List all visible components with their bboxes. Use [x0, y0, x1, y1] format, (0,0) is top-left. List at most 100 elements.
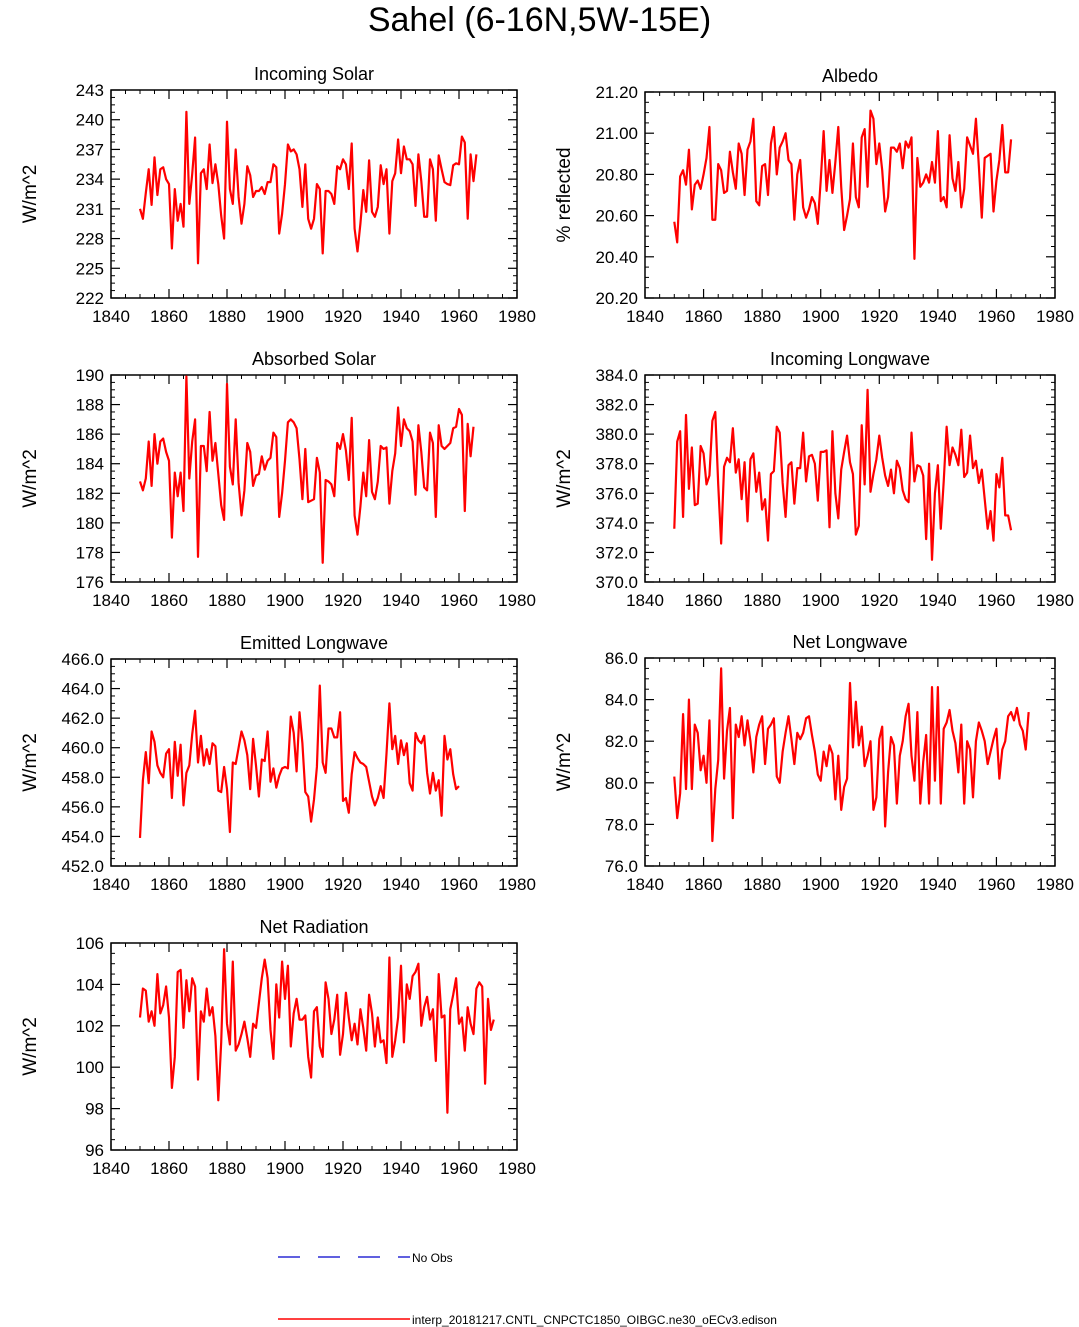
panel-title: Albedo — [822, 66, 878, 86]
y-tick-label: 384.0 — [595, 366, 638, 385]
x-tick-label: 1900 — [266, 875, 304, 894]
y-tick-label: 100 — [76, 1058, 104, 1077]
y-tick-label: 240 — [76, 111, 104, 130]
x-tick-label: 1840 — [626, 307, 664, 326]
y-tick-label: 452.0 — [61, 857, 104, 876]
x-tick-label: 1980 — [1036, 307, 1074, 326]
panel-emitted-longwave: 1840 1860 1880 1900 1920 1940 1960 1980 466.0 464… — [20, 633, 536, 894]
x-tick-label: 1960 — [440, 307, 478, 326]
x-tick-label: 1960 — [440, 591, 478, 610]
panel-incoming-solar: 1840 1860 1880 1900 1920 1940 1960 1980 243 240 23… — [20, 64, 536, 326]
x-tick-label: 1840 — [92, 307, 130, 326]
y-tick-label: 237 — [76, 140, 104, 159]
x-tick-label: 1860 — [150, 1159, 188, 1178]
figure-title: Sahel (6-16N,5W-15E) — [367, 1, 712, 39]
y-tick-label: 96 — [85, 1141, 104, 1160]
x-tick-label: 1840 — [92, 1159, 130, 1178]
y-tick-label: 106 — [76, 934, 104, 953]
legend: No Obs interp_20181217.CNTL_CNPCTC1850_OI… — [278, 1251, 777, 1327]
x-tick-label: 1960 — [978, 591, 1016, 610]
series-line — [138, 948, 495, 1114]
series-line — [673, 667, 1030, 843]
x-tick-label: 1980 — [1036, 875, 1074, 894]
x-tick-label: 1860 — [685, 875, 723, 894]
panel-net-longwave: 1840 1860 1880 1900 1920 1940 1960 1980 86.0 84.0… — [554, 632, 1074, 894]
y-tick-label: 466.0 — [61, 650, 104, 669]
x-tick-label: 1980 — [498, 591, 536, 610]
y-tick-label: 21.00 — [595, 124, 638, 143]
x-tick-label: 1940 — [382, 591, 420, 610]
y-axis-label: W/m^2 — [554, 733, 575, 792]
y-tick-label: 231 — [76, 200, 104, 219]
y-tick-label: 458.0 — [61, 768, 104, 787]
panel-title: Net Longwave — [792, 632, 907, 652]
y-tick-label: 180 — [76, 514, 104, 533]
y-tick-label: 372.0 — [595, 543, 638, 562]
series-line — [138, 375, 475, 564]
x-tick-label: 1900 — [802, 875, 840, 894]
x-tick-label: 1840 — [626, 875, 664, 894]
x-tick-label: 1940 — [919, 875, 957, 894]
y-tick-label: 370.0 — [595, 573, 638, 592]
x-tick-label: 1860 — [685, 591, 723, 610]
x-tick-label: 1980 — [498, 1159, 536, 1178]
series-line — [138, 110, 478, 265]
x-tick-label: 1960 — [978, 307, 1016, 326]
y-tick-label: 20.40 — [595, 248, 638, 267]
y-tick-label: 86.0 — [605, 649, 638, 668]
y-tick-label: 188 — [76, 396, 104, 415]
y-tick-label: 228 — [76, 230, 104, 249]
y-tick-label: 178 — [76, 543, 104, 562]
x-tick-label: 1960 — [440, 1159, 478, 1178]
y-tick-label: 462.0 — [61, 709, 104, 728]
y-tick-label: 460.0 — [61, 739, 104, 758]
y-tick-label: 78.0 — [605, 815, 638, 834]
y-axis-label: W/m^2 — [20, 449, 41, 508]
y-tick-label: 76.0 — [605, 857, 638, 876]
panel-net-radiation: 1840 1860 1880 1900 1920 1940 1960 1980 106 104 10… — [20, 917, 536, 1178]
y-axis-label: % reflected — [554, 147, 575, 242]
legend-label-model: interp_20181217.CNTL_CNPCTC1850_OIBGC.ne… — [412, 1313, 777, 1327]
panel-incoming-longwave: 1840 1860 1880 1900 1920 1940 1960 1980 384.0 382… — [554, 349, 1074, 610]
x-tick-label: 1940 — [382, 307, 420, 326]
x-tick-label: 1880 — [208, 591, 246, 610]
y-tick-label: 80.0 — [605, 774, 638, 793]
x-tick-label: 1940 — [919, 591, 957, 610]
x-tick-label: 1900 — [266, 307, 304, 326]
series-line — [138, 684, 460, 838]
y-tick-label: 186 — [76, 425, 104, 444]
x-tick-label: 1920 — [860, 591, 898, 610]
y-tick-label: 243 — [76, 81, 104, 100]
y-tick-label: 225 — [76, 259, 104, 278]
x-tick-label: 1920 — [324, 1159, 362, 1178]
y-tick-label: 82.0 — [605, 732, 638, 751]
y-tick-label: 104 — [76, 975, 104, 994]
x-tick-label: 1840 — [92, 875, 130, 894]
y-axis-label: W/m^2 — [20, 1017, 41, 1076]
panel-absorbed-solar: 1840 1860 1880 1900 1920 1940 1960 1980 190 188 18… — [20, 349, 536, 610]
y-tick-label: 382.0 — [595, 396, 638, 415]
x-tick-label: 1980 — [1036, 591, 1074, 610]
y-tick-label: 176 — [76, 573, 104, 592]
y-tick-label: 98 — [85, 1100, 104, 1119]
x-tick-label: 1920 — [324, 591, 362, 610]
x-tick-label: 1880 — [743, 307, 781, 326]
y-tick-label: 374.0 — [595, 514, 638, 533]
plot-frame — [110, 942, 518, 1151]
x-tick-label: 1860 — [150, 307, 188, 326]
y-tick-label: 20.20 — [595, 289, 638, 308]
x-tick-label: 1920 — [324, 307, 362, 326]
x-tick-label: 1900 — [802, 591, 840, 610]
y-tick-label: 378.0 — [595, 455, 638, 474]
x-tick-label: 1980 — [498, 307, 536, 326]
series-line — [673, 109, 1013, 260]
y-tick-label: 464.0 — [61, 680, 104, 699]
y-axis-label: W/m^2 — [554, 449, 575, 508]
x-tick-label: 1860 — [685, 307, 723, 326]
y-axis-label: W/m^2 — [20, 733, 41, 792]
x-tick-label: 1900 — [266, 1159, 304, 1178]
plot-frame — [110, 89, 518, 299]
plot-frame — [110, 658, 518, 867]
x-tick-label: 1920 — [324, 875, 362, 894]
